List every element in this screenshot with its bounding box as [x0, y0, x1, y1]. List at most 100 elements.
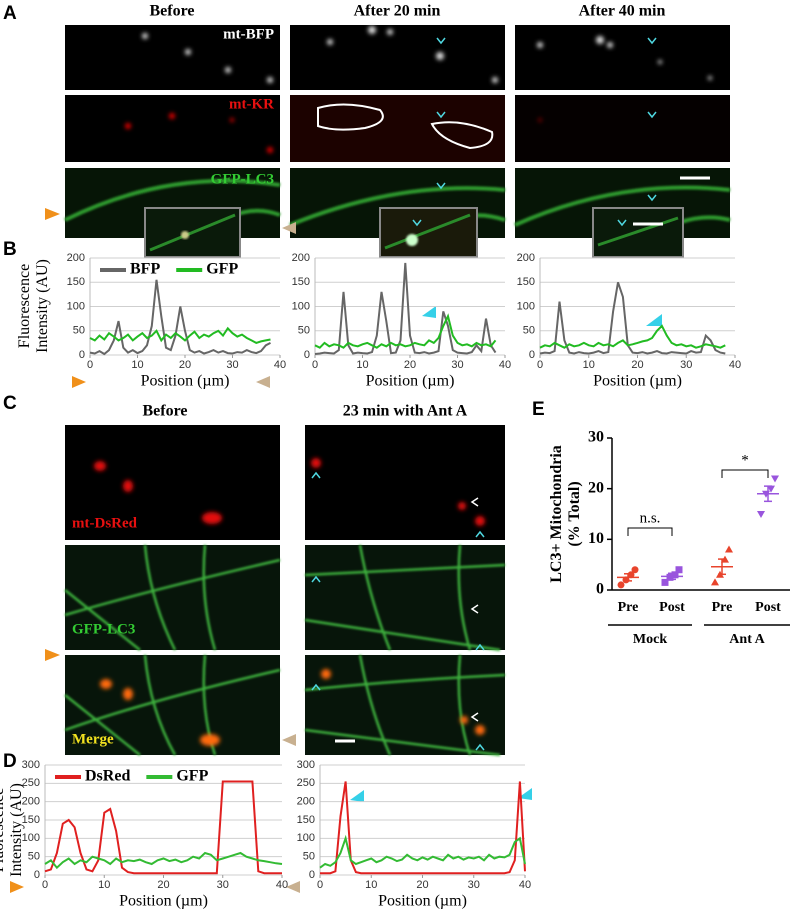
- channel-label: mt-BFP: [223, 26, 274, 42]
- x-tick-label: 10: [356, 359, 368, 371]
- x-tick-label: 30: [451, 359, 463, 371]
- legend-label: GFP: [206, 261, 238, 278]
- y-tick-label: 50: [303, 851, 315, 863]
- x-tick-label: 10: [365, 879, 377, 891]
- panel-label: D: [3, 751, 17, 772]
- y-tick-label: 150: [517, 276, 535, 288]
- x-tick-label: 0: [317, 879, 323, 891]
- channel-label: GFP-LC3: [211, 171, 274, 187]
- y-tick-label: 20: [588, 479, 604, 496]
- data-line: [539, 281, 726, 355]
- panel-label: B: [3, 239, 17, 260]
- significance-label: *: [741, 452, 749, 468]
- y-tick-label: 50: [298, 325, 310, 337]
- legend-label: BFP: [130, 261, 160, 278]
- x-tick-label: 20: [157, 879, 169, 891]
- x-tick-label: Pre: [712, 600, 733, 615]
- data-point: [666, 573, 674, 581]
- column-header: After 20 min: [354, 3, 441, 20]
- data-point: [617, 581, 625, 589]
- x-tick-label: 40: [276, 879, 288, 891]
- x-tick-label: 30: [468, 879, 480, 891]
- panel-c-images: [45, 425, 506, 757]
- y-axis-title: Fluorescence Intensity (AU): [16, 259, 51, 353]
- y-tick-label: 10: [588, 530, 604, 547]
- data-line: [44, 780, 282, 875]
- y-tick-label: 300: [22, 759, 40, 771]
- group-label: Mock: [633, 632, 667, 647]
- y-tick-label: 200: [292, 252, 310, 264]
- x-tick-label: 0: [537, 359, 543, 371]
- data-point: [661, 578, 669, 586]
- y-tick-label: 150: [22, 814, 40, 826]
- y-tick-label: 30: [588, 429, 604, 446]
- y-tick-label: 100: [292, 300, 310, 312]
- x-tick-label: 40: [499, 359, 511, 371]
- data-line: [319, 834, 526, 869]
- column-header: After 40 min: [579, 3, 666, 20]
- y-tick-label: 0: [529, 349, 535, 361]
- y-tick-label: 0: [309, 869, 315, 881]
- x-tick-label: 20: [416, 879, 428, 891]
- x-tick-label: 10: [98, 879, 110, 891]
- y-tick-label: 150: [292, 276, 310, 288]
- panel-d-markers: [10, 788, 532, 893]
- x-axis-title: Position (µm): [141, 373, 230, 390]
- y-tick-label: 0: [34, 869, 40, 881]
- panel-label: C: [3, 393, 17, 414]
- group-label: Ant A: [729, 632, 765, 647]
- x-tick-label: 10: [131, 359, 143, 371]
- y-tick-label: 100: [517, 300, 535, 312]
- channel-label: mt-KR: [229, 96, 274, 112]
- channel-label: Merge: [72, 731, 114, 747]
- y-tick-label: 50: [523, 325, 535, 337]
- data-line: [314, 313, 497, 349]
- data-point: [757, 511, 765, 518]
- panel-label: A: [3, 3, 17, 24]
- x-tick-label: 10: [583, 359, 595, 371]
- column-header: Before: [149, 3, 194, 20]
- panel-label: E: [532, 399, 545, 420]
- x-tick-label: 40: [519, 879, 531, 891]
- channel-label: GFP-LC3: [72, 621, 135, 637]
- y-tick-label: 50: [73, 325, 85, 337]
- data-point: [711, 578, 719, 586]
- x-tick-label: Post: [755, 600, 781, 615]
- data-point: [675, 566, 683, 574]
- panel-a-images: [45, 25, 731, 258]
- data-line: [320, 781, 526, 875]
- y-tick-label: 100: [22, 832, 40, 844]
- data-point: [725, 545, 733, 553]
- x-tick-label: 20: [179, 359, 191, 371]
- legend-label: GFP: [176, 768, 208, 785]
- data-point: [631, 566, 639, 574]
- channel-label: mt-DsRed: [72, 515, 138, 531]
- data-point: [767, 485, 775, 493]
- y-tick-label: 300: [297, 759, 315, 771]
- data-line: [44, 851, 283, 870]
- panel-b-markers: [72, 306, 662, 388]
- data-line: [89, 326, 271, 344]
- significance-bracket: [721, 469, 769, 478]
- x-tick-label: 0: [42, 879, 48, 891]
- y-axis-title: LC3+ Mitochondria (% Total): [548, 445, 583, 583]
- y-tick-label: 0: [79, 349, 85, 361]
- significance-label: n.s.: [640, 510, 661, 526]
- y-tick-label: 100: [67, 300, 85, 312]
- y-tick-label: 200: [67, 252, 85, 264]
- x-axis-title: Position (µm): [119, 893, 208, 910]
- x-tick-label: 0: [312, 359, 318, 371]
- data-line: [89, 279, 271, 356]
- x-tick-label: 30: [680, 359, 692, 371]
- y-tick-label: 0: [304, 349, 310, 361]
- x-tick-label: 30: [217, 879, 229, 891]
- data-line: [539, 324, 726, 349]
- significance-bracket: [627, 527, 673, 536]
- y-tick-label: 100: [297, 832, 315, 844]
- x-tick-label: 30: [226, 359, 238, 371]
- y-tick-label: 200: [22, 796, 40, 808]
- data-line: [314, 262, 497, 355]
- x-axis-title: Position (µm): [593, 373, 682, 390]
